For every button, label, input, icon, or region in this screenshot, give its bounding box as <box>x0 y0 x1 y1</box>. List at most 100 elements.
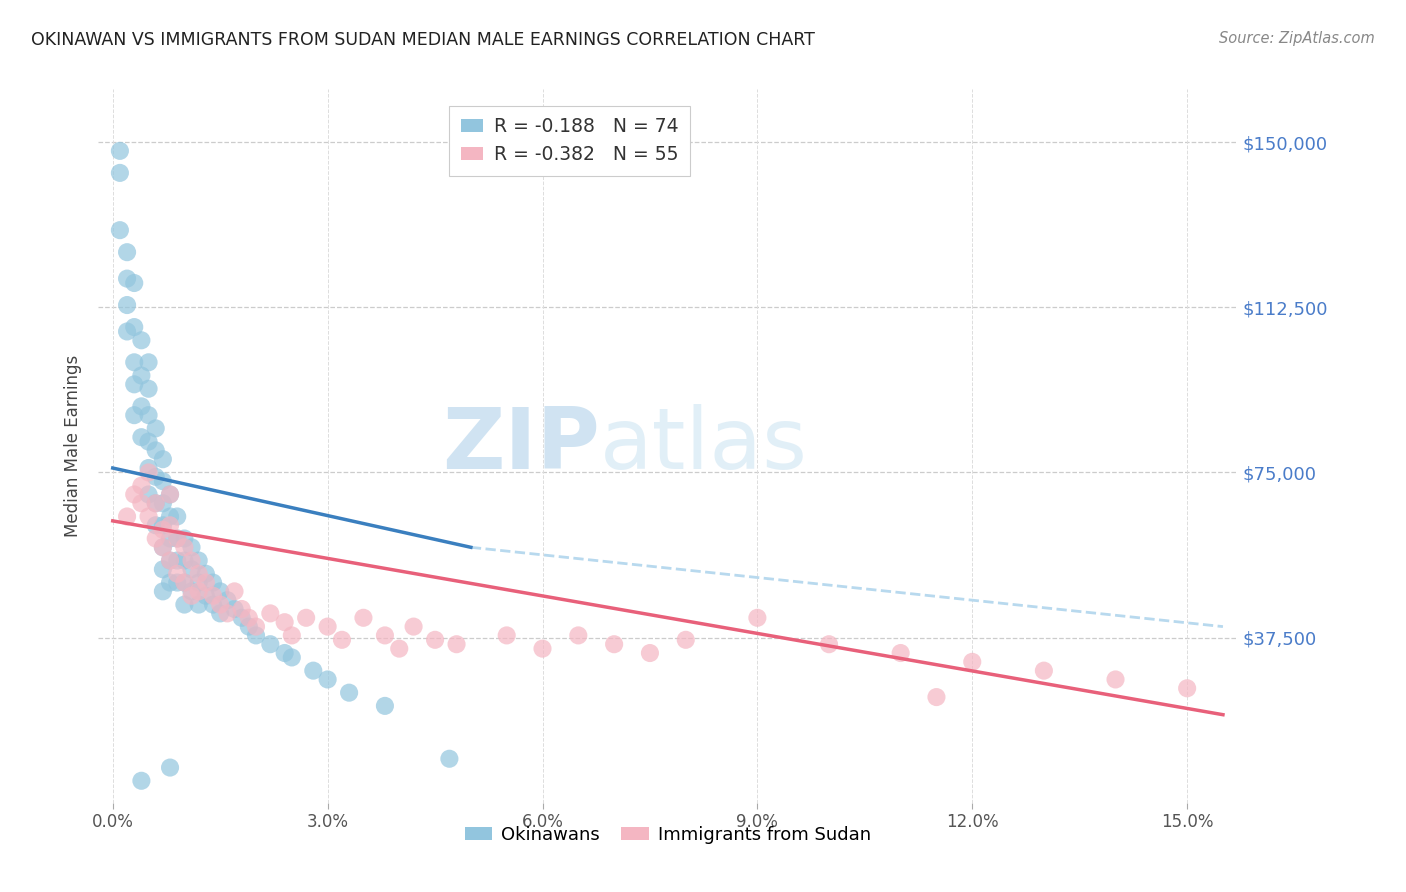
Point <box>890 646 912 660</box>
Point <box>209 584 232 599</box>
Point <box>145 443 167 458</box>
Point <box>115 245 138 260</box>
Point <box>115 509 138 524</box>
Point <box>145 421 167 435</box>
Point <box>152 541 174 555</box>
Point <box>138 382 160 396</box>
Point <box>446 637 468 651</box>
Point <box>145 496 167 510</box>
Point <box>224 602 246 616</box>
Point <box>166 532 188 546</box>
Point <box>152 452 174 467</box>
Point <box>138 408 160 422</box>
Point <box>531 641 554 656</box>
Point <box>316 619 339 633</box>
Point <box>187 584 209 599</box>
Point <box>108 144 131 158</box>
Point <box>122 487 145 501</box>
Point <box>152 475 174 489</box>
Point <box>173 575 195 590</box>
Point <box>159 487 181 501</box>
Point <box>145 470 167 484</box>
Point <box>567 628 589 642</box>
Point <box>152 518 174 533</box>
Point <box>166 553 188 567</box>
Point <box>173 532 195 546</box>
Point <box>173 553 195 567</box>
Point <box>1104 673 1126 687</box>
Point <box>273 646 295 660</box>
Point <box>180 541 202 555</box>
Point <box>152 496 174 510</box>
Point <box>122 320 145 334</box>
Point <box>925 690 948 704</box>
Point <box>423 632 446 647</box>
Point <box>603 637 626 651</box>
Point <box>374 698 396 713</box>
Point <box>259 607 281 621</box>
Point <box>138 355 160 369</box>
Point <box>122 276 145 290</box>
Point <box>194 575 217 590</box>
Point <box>166 509 188 524</box>
Point <box>159 487 181 501</box>
Point <box>152 562 174 576</box>
Text: Source: ZipAtlas.com: Source: ZipAtlas.com <box>1219 31 1375 46</box>
Point <box>180 562 202 576</box>
Point <box>202 598 225 612</box>
Point <box>209 598 232 612</box>
Point <box>145 496 167 510</box>
Point <box>231 611 253 625</box>
Point <box>145 518 167 533</box>
Point <box>1175 681 1198 696</box>
Point <box>166 575 188 590</box>
Point <box>122 355 145 369</box>
Point <box>138 461 160 475</box>
Point <box>747 611 769 625</box>
Point <box>187 598 209 612</box>
Point <box>238 611 260 625</box>
Point <box>388 641 411 656</box>
Point <box>231 602 253 616</box>
Point <box>166 566 188 581</box>
Point <box>238 619 260 633</box>
Point <box>962 655 984 669</box>
Point <box>302 664 325 678</box>
Point <box>1032 664 1054 678</box>
Point <box>108 166 131 180</box>
Point <box>166 532 188 546</box>
Point <box>115 271 138 285</box>
Point <box>316 673 339 687</box>
Point <box>281 628 304 642</box>
Point <box>138 434 160 449</box>
Point <box>159 518 181 533</box>
Point <box>187 566 209 581</box>
Point <box>439 752 461 766</box>
Point <box>352 611 374 625</box>
Point <box>202 589 225 603</box>
Point <box>138 487 160 501</box>
Point <box>273 615 295 630</box>
Y-axis label: Median Male Earnings: Median Male Earnings <box>65 355 83 537</box>
Point <box>173 541 195 555</box>
Point <box>138 466 160 480</box>
Point <box>217 593 239 607</box>
Point <box>194 589 217 603</box>
Point <box>330 632 353 647</box>
Point <box>159 553 181 567</box>
Point <box>675 632 697 647</box>
Point <box>194 566 217 581</box>
Point <box>131 496 153 510</box>
Point <box>159 575 181 590</box>
Legend: Okinawans, Immigrants from Sudan: Okinawans, Immigrants from Sudan <box>458 819 877 851</box>
Point <box>180 589 202 603</box>
Point <box>495 628 517 642</box>
Text: atlas: atlas <box>599 404 807 488</box>
Point <box>131 478 153 492</box>
Text: OKINAWAN VS IMMIGRANTS FROM SUDAN MEDIAN MALE EARNINGS CORRELATION CHART: OKINAWAN VS IMMIGRANTS FROM SUDAN MEDIAN… <box>31 31 815 49</box>
Point <box>131 400 153 414</box>
Point <box>337 686 360 700</box>
Point <box>173 575 195 590</box>
Point <box>115 325 138 339</box>
Point <box>295 611 318 625</box>
